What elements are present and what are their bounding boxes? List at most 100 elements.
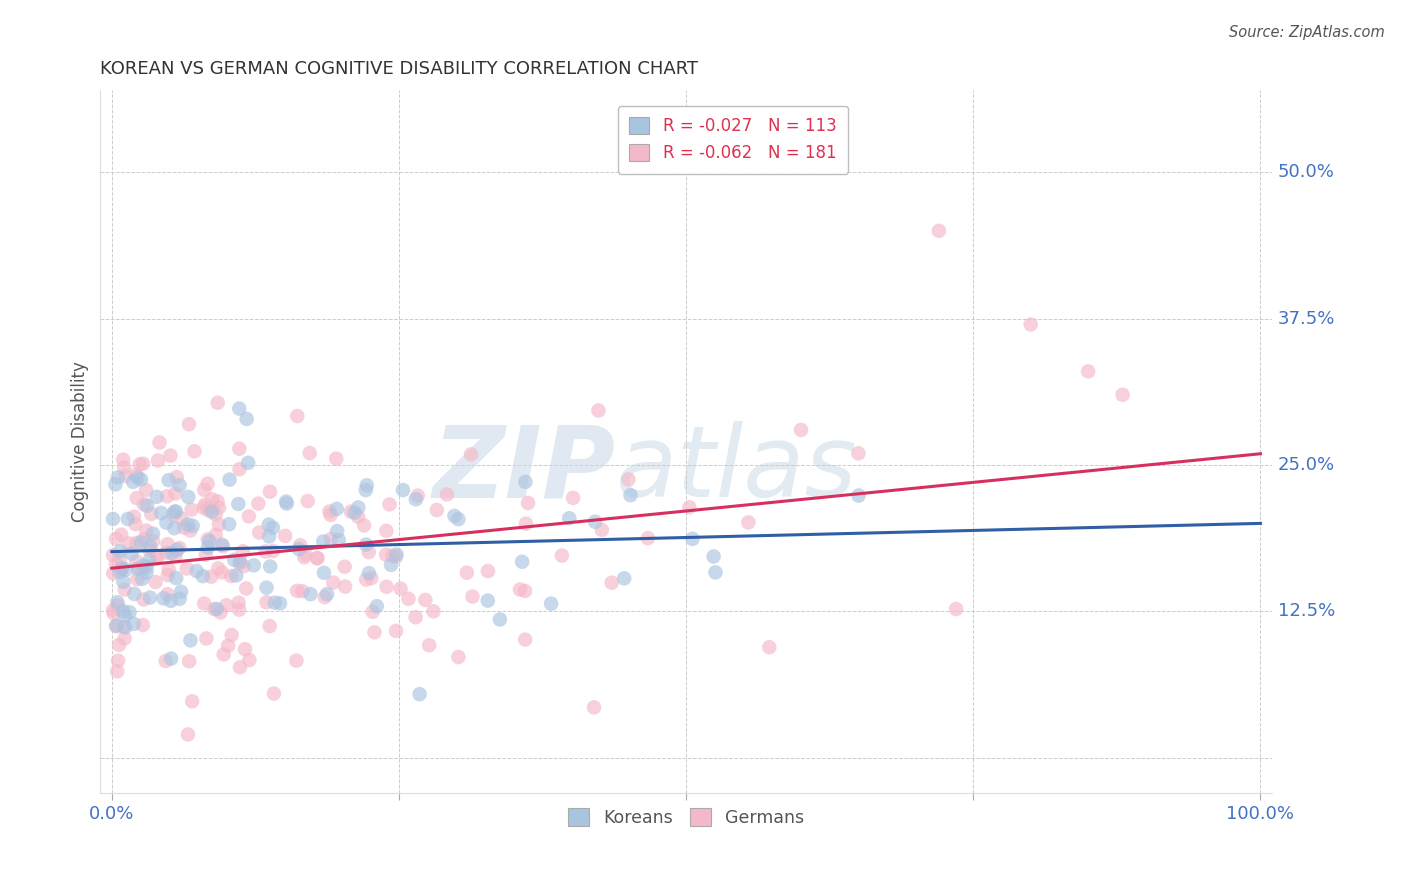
Koreans — [101, 512, 124, 526]
Legend: Koreans, Germans: Koreans, Germans — [561, 801, 811, 833]
Germans — [509, 582, 531, 597]
Germans — [111, 562, 134, 576]
Germans — [125, 491, 148, 505]
Germans — [211, 566, 233, 580]
Germans — [141, 507, 163, 521]
Germans — [357, 545, 380, 559]
Germans — [259, 619, 281, 633]
Koreans — [682, 532, 704, 546]
Koreans — [142, 526, 165, 541]
Germans — [247, 525, 270, 540]
Germans — [112, 452, 135, 467]
Koreans — [127, 562, 149, 576]
Germans — [197, 476, 219, 491]
Germans — [194, 548, 217, 562]
Germans — [156, 489, 179, 503]
Koreans — [169, 478, 191, 492]
Germans — [360, 571, 382, 585]
Koreans — [159, 594, 181, 608]
Germans — [233, 642, 256, 657]
Germans — [228, 596, 250, 610]
Germans — [217, 639, 239, 653]
Germans — [238, 653, 260, 667]
Koreans — [114, 563, 136, 577]
Germans — [114, 582, 136, 597]
Germans — [103, 607, 125, 621]
Germans — [193, 500, 215, 515]
Germans — [177, 417, 200, 432]
Koreans — [145, 490, 167, 504]
Text: 37.5%: 37.5% — [1278, 310, 1336, 327]
Germans — [515, 632, 537, 647]
Germans — [165, 549, 187, 563]
Germans — [292, 550, 315, 565]
Koreans — [139, 540, 162, 554]
Koreans — [198, 534, 221, 549]
Germans — [1019, 318, 1042, 332]
Germans — [146, 549, 169, 563]
Germans — [285, 654, 308, 668]
Koreans — [181, 518, 204, 533]
Koreans — [114, 620, 136, 634]
Germans — [145, 574, 167, 589]
Koreans — [259, 559, 281, 574]
Germans — [297, 494, 319, 508]
Koreans — [354, 538, 377, 552]
Koreans — [257, 529, 280, 543]
Koreans — [619, 488, 641, 502]
Koreans — [211, 538, 233, 552]
Koreans — [169, 591, 191, 606]
Koreans — [288, 542, 311, 557]
Koreans — [276, 496, 298, 510]
Germans — [117, 536, 139, 550]
Germans — [600, 575, 623, 590]
Koreans — [235, 412, 257, 426]
Germans — [294, 548, 316, 562]
Germans — [314, 590, 336, 604]
Koreans — [111, 561, 134, 575]
Germans — [307, 551, 329, 566]
Germans — [415, 592, 437, 607]
Koreans — [366, 599, 388, 614]
Germans — [340, 505, 363, 519]
Koreans — [205, 602, 228, 616]
Germans — [114, 469, 136, 483]
Koreans — [269, 596, 291, 610]
Germans — [208, 500, 231, 515]
Koreans — [264, 596, 287, 610]
Germans — [201, 492, 224, 507]
Koreans — [132, 558, 155, 573]
Koreans — [704, 566, 727, 580]
Text: Source: ZipAtlas.com: Source: ZipAtlas.com — [1229, 25, 1385, 40]
Germans — [418, 638, 440, 652]
Germans — [591, 523, 613, 537]
Germans — [107, 654, 129, 668]
Germans — [132, 618, 155, 632]
Germans — [228, 602, 250, 616]
Germans — [132, 592, 155, 607]
Koreans — [160, 546, 183, 560]
Germans — [582, 700, 605, 714]
Germans — [179, 524, 201, 538]
Germans — [232, 559, 254, 574]
Koreans — [108, 544, 131, 558]
Germans — [1111, 388, 1133, 402]
Koreans — [447, 512, 470, 526]
Germans — [219, 569, 242, 583]
Koreans — [177, 517, 200, 532]
Germans — [319, 508, 342, 522]
Germans — [197, 533, 219, 547]
Germans — [132, 532, 155, 546]
Germans — [322, 575, 344, 590]
Germans — [426, 503, 449, 517]
Koreans — [122, 616, 145, 631]
Germans — [228, 462, 250, 476]
Germans — [263, 687, 285, 701]
Germans — [193, 483, 215, 497]
Koreans — [152, 591, 174, 606]
Germans — [156, 537, 179, 551]
Germans — [436, 487, 458, 501]
Germans — [456, 566, 478, 580]
Germans — [132, 497, 155, 511]
Koreans — [443, 508, 465, 523]
